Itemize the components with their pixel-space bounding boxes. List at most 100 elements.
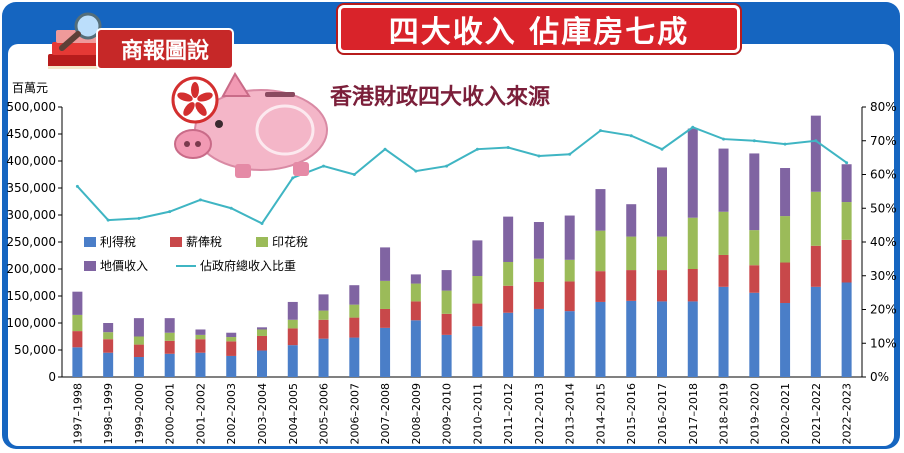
x-tick-label: 2021–2022 — [810, 383, 823, 445]
bar-segment-4 — [749, 153, 760, 231]
bar-segment-2 — [718, 254, 729, 287]
bar-segment-1 — [441, 334, 452, 377]
bar-segment-2 — [749, 265, 760, 293]
bar-segment-1 — [810, 286, 821, 377]
headline-banner: 四大收入 佔庫房七成 — [338, 5, 740, 53]
bar-segment-3 — [349, 304, 360, 318]
x-tick-label: 2009–2010 — [441, 383, 454, 445]
y-left-tick-label: 100,000 — [6, 316, 56, 330]
bar-segment-2 — [164, 340, 175, 354]
share-line-point — [168, 210, 172, 214]
x-tick-label: 2012–2013 — [533, 383, 546, 445]
bar-segment-2 — [472, 303, 483, 327]
legend-label-4: 地價收入 — [100, 259, 148, 273]
bar-segment-2 — [626, 270, 637, 301]
y-left-label: 百萬元 — [12, 81, 48, 95]
x-tick-label: 2017–2018 — [687, 383, 700, 445]
bar-segment-1 — [626, 300, 637, 377]
bar-segment-1 — [687, 301, 698, 377]
bar-segment-1 — [164, 353, 175, 377]
bar-segment-4 — [103, 323, 114, 333]
x-tick-labels: 1997–1998 1998–1999 1999–2000 2000–2001 2001… — [71, 383, 853, 445]
bar-segment-1 — [410, 320, 421, 377]
y-left-tick-label: 200,000 — [6, 262, 56, 276]
share-line-point — [75, 184, 79, 188]
bar-segment-2 — [318, 319, 329, 339]
share-line-point — [445, 164, 449, 168]
bar-segment-4 — [133, 318, 144, 337]
legend-swatch-2 — [170, 237, 182, 247]
x-tick-label: 1999–2000 — [133, 383, 146, 445]
bars-group — [72, 115, 852, 377]
y-left-tick-label: 500,000 — [6, 100, 56, 114]
share-line-point — [475, 147, 479, 151]
bar-segment-4 — [533, 222, 544, 259]
bar-segment-1 — [72, 347, 83, 377]
share-line-point — [722, 137, 726, 141]
share-line-point — [598, 129, 602, 133]
bar-segment-1 — [564, 311, 575, 377]
y-right-tick-label: 0% — [870, 370, 889, 384]
share-line-point — [414, 169, 418, 173]
x-tick-label: 2007–2008 — [379, 383, 392, 445]
bar-segment-3 — [410, 283, 421, 302]
bar-segment-3 — [287, 319, 298, 329]
bar-segment-4 — [780, 168, 791, 217]
bar-segment-2 — [133, 344, 144, 358]
bar-segment-4 — [810, 115, 821, 192]
bar-segment-1 — [595, 301, 606, 377]
bar-segment-3 — [441, 290, 452, 314]
x-tick-label: 1998–1999 — [102, 383, 115, 445]
y-left-tick-label: 150,000 — [6, 289, 56, 303]
share-line-point — [752, 139, 756, 143]
bar-segment-3 — [72, 314, 83, 332]
bar-segment-2 — [595, 271, 606, 302]
share-line-point — [506, 146, 510, 149]
legend-label-3: 印花稅 — [272, 234, 308, 249]
bar-segment-3 — [133, 336, 144, 345]
bar-segment-2 — [533, 281, 544, 309]
bar-segment-4 — [718, 148, 729, 212]
bar-segment-1 — [287, 345, 298, 377]
x-tick-label: 2013–2014 — [564, 383, 577, 445]
bar-segment-2 — [103, 339, 114, 353]
share-line-point — [352, 173, 356, 176]
x-tick-label: 2003–2004 — [256, 383, 269, 445]
bar-segment-2 — [564, 281, 575, 312]
bar-segment-4 — [287, 301, 298, 320]
bar-segment-4 — [841, 164, 852, 203]
bar-segment-1 — [841, 282, 852, 377]
bar-segment-3 — [718, 211, 729, 255]
bar-segment-1 — [380, 327, 391, 377]
legend-label-1: 利得稅 — [100, 234, 136, 249]
bar-segment-3 — [472, 276, 483, 304]
bar-segment-1 — [195, 352, 206, 377]
bar-segment-2 — [687, 269, 698, 302]
bar-segment-2 — [810, 245, 821, 287]
share-line-point — [322, 164, 326, 168]
bar-segment-2 — [72, 331, 83, 348]
y-right-tick-label: 10% — [870, 336, 897, 350]
tag-label: 商報圖說 — [120, 39, 209, 64]
bar-segment-1 — [257, 350, 267, 377]
bar-segment-4 — [472, 240, 483, 277]
bar-segment-4 — [503, 216, 514, 262]
bar-segment-3 — [257, 329, 267, 336]
share-line-point — [629, 134, 633, 138]
y-left-tick-label: 450,000 — [6, 127, 56, 141]
bar-segment-1 — [749, 292, 760, 377]
y-left-tick-label: 350,000 — [6, 181, 56, 195]
bar-segment-2 — [257, 335, 267, 351]
x-tick-label: 2019–2020 — [748, 383, 761, 445]
y-left-tick-label: 250,000 — [6, 235, 56, 249]
bar-segment-3 — [657, 236, 667, 271]
bar-segment-4 — [349, 285, 360, 305]
legend-label-2: 薪俸稅 — [186, 235, 222, 249]
share-line-point — [260, 221, 264, 225]
share-line-point — [783, 142, 787, 146]
y-right-tick-label: 80% — [870, 100, 897, 114]
bar-segment-3 — [195, 334, 206, 340]
x-tick-label: 2001–2002 — [194, 383, 207, 445]
x-tick-label: 2015–2016 — [625, 383, 638, 445]
